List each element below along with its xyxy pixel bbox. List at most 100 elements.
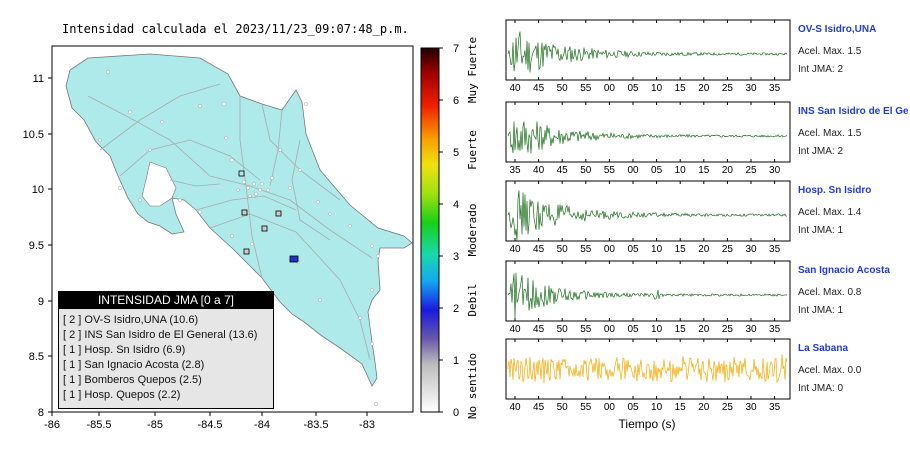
colorbar	[420, 47, 440, 413]
waveform-tick: 35	[769, 324, 781, 335]
station-label: La Sabana Acel. Max. 0.0 Int JMA: 0	[798, 343, 908, 403]
station-marker	[261, 225, 268, 232]
waveform-tick: 55	[580, 402, 592, 413]
waveform-tick: 25	[722, 83, 734, 94]
map-y-tick: 9.5	[29, 240, 44, 252]
colorbar-ticks: 0 1 2 3 4 5 6 7	[439, 43, 459, 419]
station-label: San Ignacio Acosta Acel. Max. 0.8 Int JMA:…	[798, 265, 908, 325]
colorbar-category: Fuerte	[466, 130, 479, 170]
map-y-tick: 10.5	[23, 129, 44, 141]
legend-item: [ 2 ] INS San Isidro de El General (13.6…	[63, 329, 258, 341]
waveform-tick: 05	[651, 165, 663, 176]
waveform-tick: 35	[769, 402, 781, 413]
station-accel: Acel. Max. 1.5	[798, 128, 862, 139]
intensity-legend: INTENSIDAD JMA [0 a 7] [ 2 ] OV-S Isidro…	[58, 291, 274, 409]
map-y-tick: 8.5	[29, 351, 44, 363]
map-y-tick: 8	[38, 407, 44, 419]
station-marker	[243, 248, 250, 255]
waveform-tick: 10	[651, 402, 663, 413]
station-label: Hosp. Sn Isidro Acel. Max. 1.4 Int JMA: 1	[798, 185, 908, 245]
colorbar-category: No sentido	[466, 353, 479, 419]
colorbar-tick: 7	[453, 43, 459, 55]
station-jma: Int JMA: 2	[798, 64, 844, 75]
waveform-tick: 20	[698, 83, 710, 94]
colorbar-categories: No sentido Debil Moderado Fuerte Muy Fuerte	[466, 37, 479, 419]
station-name: San Ignacio Acosta	[798, 265, 890, 276]
waveform-tick: 05	[627, 244, 639, 255]
map-x-tick: -84.5	[197, 419, 222, 431]
waveform-tick: 35	[769, 83, 781, 94]
waveform-tick: 45	[533, 83, 545, 94]
map-y-tick: 10	[32, 184, 44, 196]
map-x-tick: -84	[254, 419, 270, 431]
colorbar-category: Moderado	[466, 204, 479, 257]
waveform-tick: 35	[769, 244, 781, 255]
map-y-axis: 11 10.5 10 9.5 9 8.5 8	[23, 73, 52, 419]
waveform-panel: 40 45 50 55 00 05 10 15 20 25 30 35	[505, 19, 791, 94]
waveform-tick: 00	[627, 165, 639, 176]
colorbar-category: Muy Fuerte	[466, 37, 479, 103]
station-marker	[275, 210, 282, 217]
colorbar-category: Debil	[466, 283, 479, 316]
legend-list: [ 2 ] OV-S Isidro,UNA (10.6) [ 2 ] INS Sa…	[59, 313, 273, 403]
waveform-xlabel: Tiempo (s)	[619, 417, 676, 431]
station-label: OV-S Isidro,UNA Acel. Max. 1.5 Int JMA: 2	[798, 24, 908, 84]
waveform-tick: 45	[557, 165, 569, 176]
legend-title: INTENSIDAD JMA [0 a 7]	[59, 292, 273, 309]
waveform-trace	[507, 354, 788, 384]
map-y-tick: 9	[38, 296, 44, 308]
waveform-tick: 15	[675, 402, 687, 413]
colorbar-tick: 6	[453, 95, 459, 107]
waveform-tick: 30	[745, 83, 757, 94]
town-markers	[98, 70, 380, 406]
map-x-tick: -86	[44, 419, 60, 431]
waveform-tick: 25	[722, 402, 734, 413]
waveform-trace	[507, 272, 788, 319]
colorbar-tick: 1	[453, 355, 459, 367]
waveform-tick: 20	[698, 324, 710, 335]
legend-item: [ 1 ] Bomberos Quepos (2.5)	[63, 374, 202, 386]
station-accel: Acel. Max. 1.5	[798, 46, 862, 57]
waveform-tick: 00	[604, 83, 616, 94]
waveform-tick: 35	[509, 165, 521, 176]
waveform-tick: 15	[698, 165, 710, 176]
map-x-tick: -85.5	[86, 419, 111, 431]
map-x-tick: -83.5	[303, 419, 328, 431]
waveform-tick: 30	[745, 324, 757, 335]
waveform-tick: 00	[604, 244, 616, 255]
legend-item: [ 1 ] San Ignacio Acosta (2.8)	[63, 359, 205, 371]
waveform-tick: 00	[604, 324, 616, 335]
station-jma: Int JMA: 2	[798, 146, 844, 157]
waveform-tick: 40	[509, 402, 521, 413]
waveform-panels: 40 45 50 55 00 05 10 15 20 25 30 35 35 40 45 50 55 00 05 10…	[505, 19, 791, 413]
costa-rica-land	[65, 53, 413, 387]
colorbar-tick: 0	[453, 407, 459, 419]
waveform-tick: 45	[533, 244, 545, 255]
map-y-tick: 11	[33, 73, 44, 85]
waveform-trace	[507, 121, 788, 154]
waveform-tick: 40	[509, 324, 521, 335]
station-accel: Acel. Max. 0.8	[798, 287, 862, 298]
waveform-tick: 15	[675, 83, 687, 94]
waveform-tick: 20	[698, 244, 710, 255]
map-x-tick: -85	[147, 419, 163, 431]
station-label: INS San Isidro de El Ge Acel. Max. 1.5 Int…	[798, 106, 908, 166]
waveform-tick: 25	[745, 165, 757, 176]
colorbar-tick: 5	[453, 147, 459, 159]
waveform-tick: 55	[604, 165, 616, 176]
station-name: OV-S Isidro,UNA	[798, 24, 877, 35]
waveform-tick: 15	[675, 324, 687, 335]
map-x-axis: -86 -85.5 -85 -84.5 -84 -83.5 -83	[44, 412, 375, 431]
road-network	[87, 83, 373, 361]
waveform-tick: 45	[533, 324, 545, 335]
epicenter-marker	[289, 255, 299, 263]
station-name: Hosp. Sn Isidro	[798, 185, 872, 196]
map-title: Intensidad calculada el 2023/11/23_09:07…	[62, 22, 409, 36]
legend-item: [ 1 ] Hosp. Quepos (2.2)	[63, 389, 181, 401]
station-accel: Acel. Max. 1.4	[798, 207, 862, 218]
waveform-tick: 55	[580, 83, 592, 94]
waveform-tick: 00	[604, 402, 616, 413]
station-marker	[238, 170, 245, 177]
waveform-tick: 40	[533, 165, 545, 176]
